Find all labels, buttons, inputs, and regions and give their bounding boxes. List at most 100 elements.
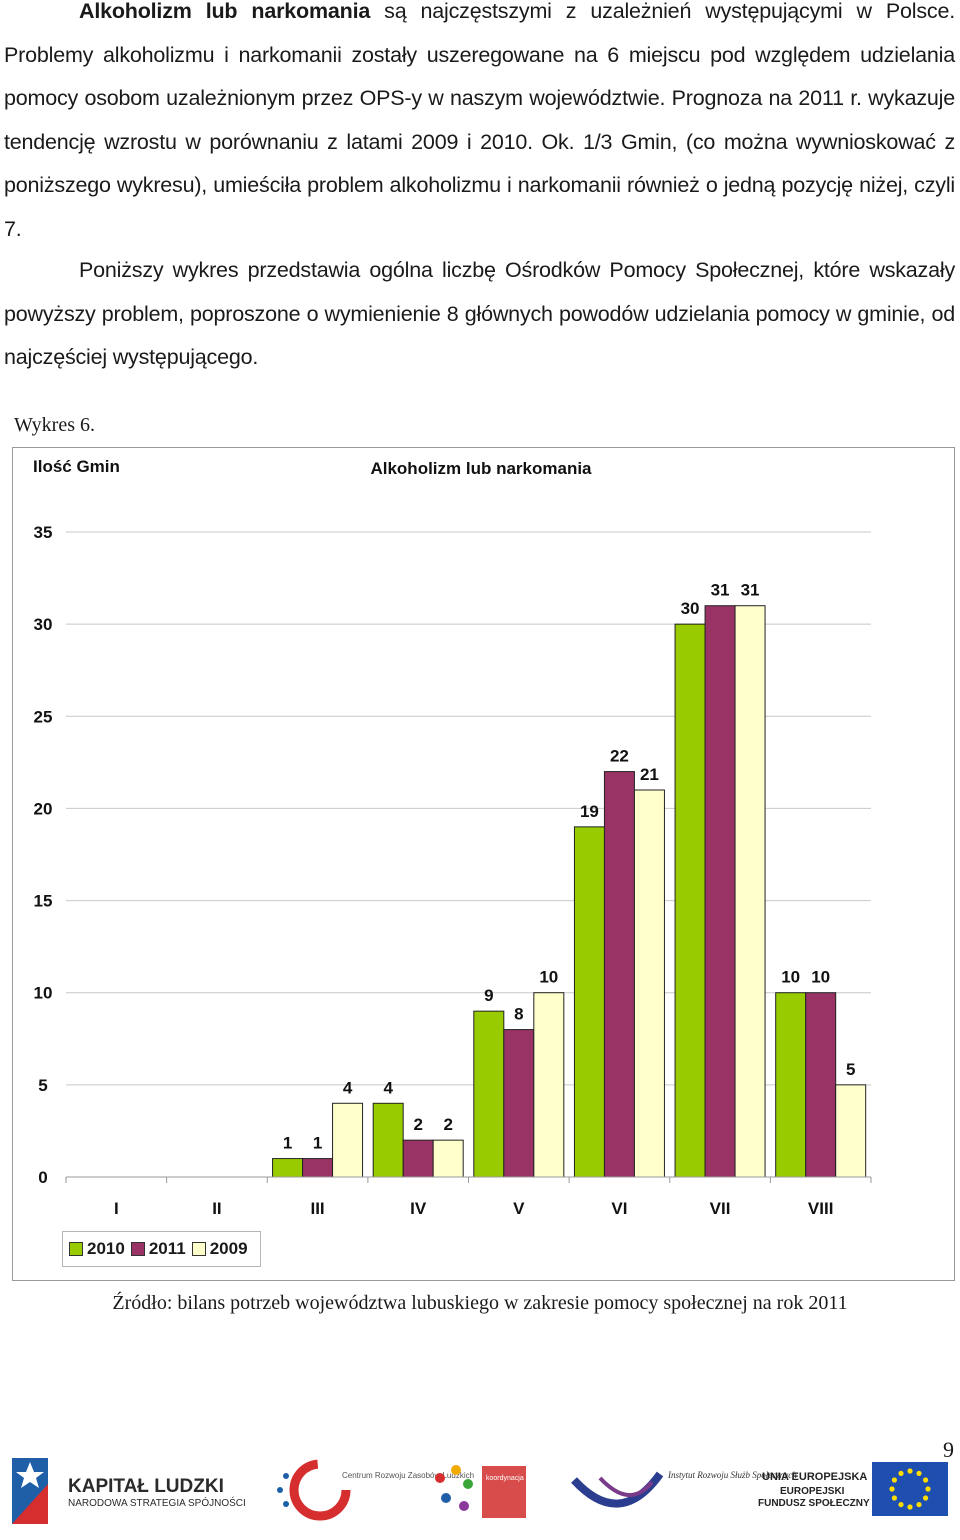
eu-star <box>891 1477 898 1483</box>
y-axis-label: Ilość Gmin <box>33 457 120 476</box>
data-label: 30 <box>681 599 700 618</box>
bar-2009-III <box>332 1102 364 1178</box>
eu-star <box>916 1501 922 1508</box>
eu-logo: UNIA EUROPEJSKA EUROPEJSKI FUNDUSZ SPOŁE… <box>758 1462 948 1516</box>
instytut-rozwoju-logo: Instytut Rozwoju Służb Społecznych <box>571 1470 797 1508</box>
x-tick-label: I <box>114 1199 119 1218</box>
star-icon <box>16 1462 44 1488</box>
x-tick-label: VI <box>611 1199 627 1218</box>
data-label: 2 <box>413 1115 422 1134</box>
chart-title: Alkoholizm lub narkomania <box>370 459 592 478</box>
kapital-ludzki-logo: KAPITAŁ LUDZKI NARODOWA STRATEGIA SPÓJNO… <box>12 1458 246 1524</box>
y-tick-label: 5 <box>38 1076 47 1095</box>
data-label: 4 <box>343 1078 353 1097</box>
eu-star <box>907 1468 913 1474</box>
legend-swatch <box>191 1242 206 1256</box>
eu-star <box>916 1470 922 1477</box>
bar-2009-VI <box>633 789 665 1178</box>
page-number: 9 <box>943 1437 954 1462</box>
eu-stars <box>889 1468 931 1510</box>
eu-line-3: FUNDUSZ SPOŁECZNY <box>758 1498 870 1509</box>
koordynacja-badge <box>482 1466 526 1518</box>
kapital-ludzki-emblem-red <box>12 1484 48 1524</box>
y-tick-label: 35 <box>34 523 53 542</box>
eu-star <box>907 1504 913 1510</box>
data-label: 9 <box>484 986 493 1005</box>
y-tick-label: 10 <box>34 984 53 1003</box>
bar-2010-VI <box>573 826 605 1178</box>
instytut-text: Instytut Rozwoju Służb Społecznych <box>667 1470 797 1480</box>
x-tick-label: VIII <box>808 1199 834 1218</box>
chart-caption: Wykres 6. <box>14 414 95 436</box>
bar-2011-III <box>302 1158 334 1178</box>
data-label: 19 <box>580 802 599 821</box>
koordynacja-logo: koordynacja na rzecz aktywnej integracji <box>435 1465 612 1518</box>
x-tick-label: II <box>212 1199 221 1218</box>
logo-strip: KAPITAŁ LUDZKI NARODOWA STRATEGIA SPÓJNO… <box>12 1458 948 1524</box>
intro-bold-phrase: Alkoholizm lub narkomania <box>79 0 371 23</box>
data-label: 1 <box>283 1134 292 1153</box>
bar-2009-IV <box>432 1139 464 1178</box>
bar-2009-VIII <box>835 1084 867 1178</box>
data-label: 10 <box>811 968 830 987</box>
eu-line-1: UNIA EUROPEJSKA <box>762 1471 867 1483</box>
data-label: 31 <box>711 581 730 600</box>
data-label: 31 <box>741 581 760 600</box>
data-label: 10 <box>539 968 558 987</box>
bar-2010-III <box>272 1158 304 1178</box>
bar-2010-V <box>473 1010 505 1178</box>
bar-2011-VI <box>603 771 635 1178</box>
bar-2011-VIII <box>805 992 837 1178</box>
intro-text: są najczęstszymi z uzależnień występując… <box>4 0 955 241</box>
eu-star <box>925 1486 931 1492</box>
eu-star <box>891 1495 898 1501</box>
centrum-rozwoju-logo: Centrum Rozwoju Zasobów Ludzkich <box>277 1459 474 1521</box>
data-labels: 1 4 9 19 30 10 1 2 8 22 31 10 4 2 10 21 31 5 <box>283 581 856 1153</box>
chart-frame: 1 4 9 19 30 10 1 2 8 22 31 10 4 2 10 21 31 5 0 5 10 15 20 25 30… <box>12 447 955 1281</box>
x-tick-label: III <box>310 1199 324 1218</box>
chart-legend: 2010 2011 2009 <box>62 1231 261 1267</box>
gridlines <box>66 531 871 1178</box>
koordynacja-text: koordynacja na rzecz aktywnej integracji <box>486 1475 612 1482</box>
legend-label: 2011 <box>148 1239 186 1258</box>
eu-star <box>922 1495 929 1501</box>
y-tick-label: 15 <box>34 892 53 911</box>
bar-2010-VIII <box>775 992 807 1178</box>
bar-2011-VII <box>704 605 736 1178</box>
eu-line-2: EUROPEJSKI <box>780 1486 845 1497</box>
chart-description-paragraph: Poniższy wykres przedstawia ogólna liczb… <box>4 258 955 369</box>
data-label: 21 <box>640 765 659 784</box>
bar-2010-IV <box>372 1102 404 1178</box>
y-tick-label: 30 <box>34 615 53 634</box>
data-label: 4 <box>383 1078 393 1097</box>
legend-item-2009: 2009 <box>191 1239 248 1259</box>
bars <box>272 605 867 1178</box>
bar-2011-IV <box>402 1139 434 1178</box>
x-tick-label: V <box>513 1199 525 1218</box>
y-tick-label: 20 <box>34 799 53 818</box>
bar-2009-VII <box>734 605 766 1178</box>
bar-2011-V <box>503 1029 535 1178</box>
bar-2010-VII <box>674 623 706 1178</box>
legend-label: 2010 <box>87 1239 125 1258</box>
eu-star <box>889 1486 895 1492</box>
kapital-ludzki-title: KAPITAŁ LUDZKI <box>68 1476 224 1497</box>
legend-swatch <box>69 1242 83 1256</box>
kapital-ludzki-subtitle: NARODOWA STRATEGIA SPÓJNOŚCI <box>68 1496 246 1509</box>
c-letter-icon <box>289 1459 351 1521</box>
legend-item-2010: 2010 <box>69 1239 125 1259</box>
intro-paragraph: Alkoholizm lub narkomania są najczęstszy… <box>4 0 955 251</box>
data-label: 10 <box>781 968 800 987</box>
x-tick-label: VII <box>710 1199 731 1218</box>
legend-item-2011: 2011 <box>130 1239 186 1259</box>
y-tick-label: 25 <box>34 707 53 726</box>
legend-label: 2009 <box>209 1239 248 1258</box>
legend-swatch <box>130 1242 145 1256</box>
centrum-rozwoju-text: Centrum Rozwoju Zasobów Ludzkich <box>342 1471 474 1480</box>
eu-star <box>922 1477 929 1483</box>
data-label: 2 <box>443 1115 452 1134</box>
bar-2009-V <box>533 992 565 1178</box>
data-label: 1 <box>313 1134 322 1153</box>
data-label: 8 <box>514 1005 523 1024</box>
